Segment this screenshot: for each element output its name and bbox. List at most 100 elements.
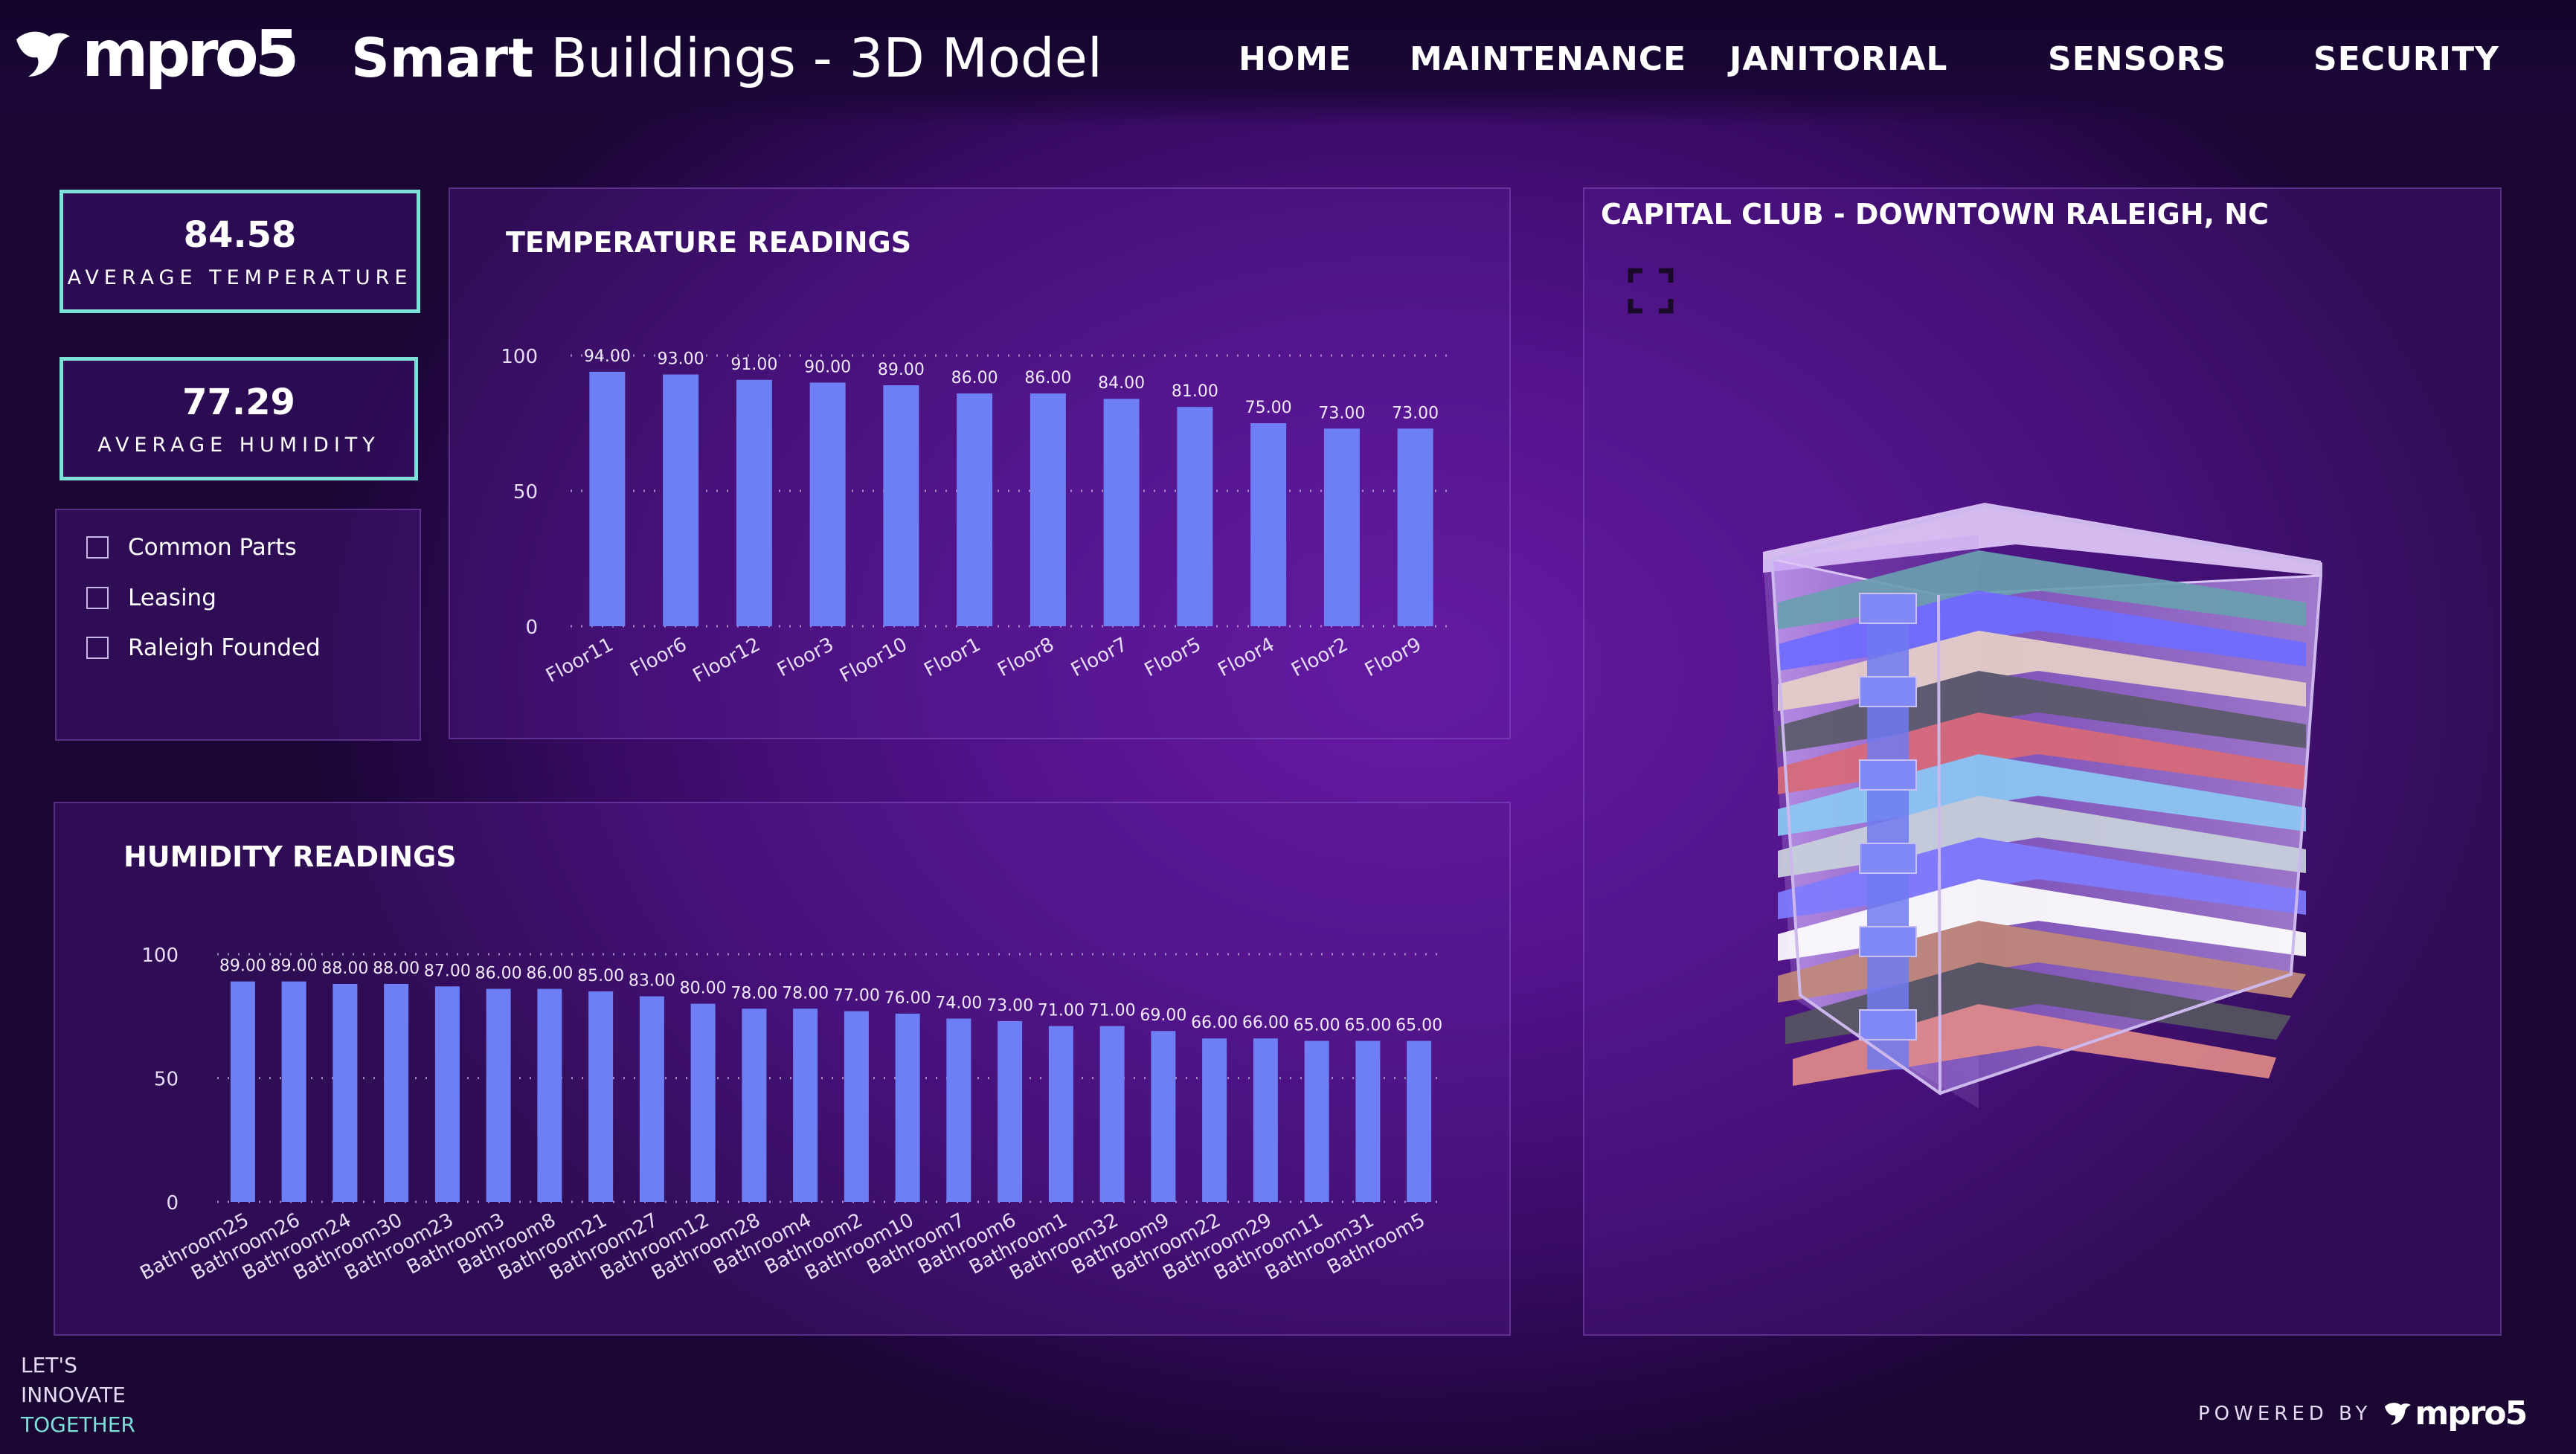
model-title: CAPITAL CLUB - DOWNTOWN RALEIGH, NC [1601,198,2269,231]
data-label: 65.00 [1395,1017,1442,1035]
bar[interactable] [639,996,664,1202]
x-tick-label: Floor4 [1215,634,1279,682]
bar[interactable] [1048,1026,1073,1202]
bar[interactable] [690,1003,716,1202]
y-tick-label: 50 [513,481,538,504]
x-tick-label: Floor7 [1067,634,1131,682]
slicer-item-raleigh-founded[interactable]: Raleigh Founded [86,634,321,661]
bar[interactable] [333,983,358,1202]
mpro5-logo: mpro5 [10,13,300,95]
data-label: 89.00 [219,957,266,976]
data-label: 90.00 [804,358,851,376]
data-label: 78.00 [730,984,777,1003]
data-label: 77.00 [833,987,880,1006]
bar[interactable] [793,1009,818,1202]
building-3d-model[interactable] [1756,498,2351,1123]
data-label: 74.00 [935,994,982,1013]
y-tick-label: 100 [141,945,179,967]
bar[interactable] [1304,1040,1329,1202]
bar[interactable] [1250,423,1287,626]
bar[interactable] [663,374,699,626]
bar[interactable] [230,981,255,1202]
bar[interactable] [1397,428,1433,626]
bar[interactable] [486,988,511,1202]
data-label: 91.00 [730,356,777,374]
x-tick-label: Floor3 [774,634,838,682]
humidity-readings-panel: HUMIDITY READINGS 0 50 100 89.00 Bathroom25 8… [54,802,1511,1336]
bar[interactable] [844,1011,869,1202]
bar[interactable] [1407,1040,1432,1202]
nav-maintenance[interactable]: MAINTENANCE [1410,40,1687,78]
data-label: 65.00 [1294,1017,1340,1035]
bar[interactable] [1151,1031,1176,1202]
bar[interactable] [1103,399,1140,626]
bar[interactable] [1099,1026,1125,1202]
bar[interactable] [895,1013,920,1202]
bar[interactable] [883,385,919,626]
bar[interactable] [588,991,614,1202]
slicer-item-leasing[interactable]: Leasing [86,585,216,611]
powered-by: POWERED BY mpro5 [2198,1395,2528,1432]
y-tick-label: 0 [166,1192,179,1215]
data-label: 87.00 [424,962,471,980]
bar[interactable] [1355,1040,1381,1202]
page-title-rest: Buildings - 3D Model [533,27,1102,89]
powered-by-label: POWERED BY [2198,1402,2372,1425]
data-label: 71.00 [1089,1002,1136,1020]
bar[interactable] [537,988,562,1202]
nav-security[interactable]: SECURITY [2313,40,2499,78]
bar[interactable] [742,1009,767,1202]
bar[interactable] [1030,393,1066,626]
y-tick-label: 50 [154,1069,179,1091]
bar[interactable] [1202,1038,1227,1202]
bar[interactable] [957,393,993,626]
checkbox[interactable] [86,536,109,559]
nav-home[interactable]: HOME [1239,40,1352,78]
data-label: 89.00 [878,361,925,379]
kpi-humidity-label: AVERAGE HUMIDITY [97,434,380,457]
bar[interactable] [589,371,626,626]
focus-mode-icon[interactable] [1628,268,1674,314]
data-label: 81.00 [1172,382,1218,401]
data-label: 65.00 [1344,1017,1391,1035]
bar[interactable] [384,983,409,1202]
data-label: 86.00 [951,369,998,387]
logo-text: mpro5 [82,17,300,91]
checkbox[interactable] [86,637,109,659]
bar[interactable] [281,981,306,1202]
bar[interactable] [998,1020,1023,1202]
data-label: 88.00 [321,959,368,978]
slicer-item-label: Common Parts [128,534,297,561]
mpro5-bird-icon [2385,1402,2412,1425]
slicer-item-common-parts[interactable]: Common Parts [86,534,297,561]
bar[interactable] [1253,1038,1278,1202]
bar[interactable] [946,1018,971,1202]
humidity-chart-title: HUMIDITY READINGS [123,840,457,873]
bar[interactable] [1323,428,1360,626]
checkbox[interactable] [86,587,109,609]
bar[interactable] [434,986,460,1202]
nav-janitorial[interactable]: JANITORIAL [1729,40,1948,78]
nav-sensors[interactable]: SENSORS [2048,40,2227,78]
kpi-temperature-value: 84.58 [183,214,297,256]
data-label: 86.00 [475,965,522,983]
data-label: 66.00 [1191,1014,1238,1032]
temperature-chart-title: TEMPERATURE READINGS [506,226,912,259]
tagline-line-2: INNOVATE [21,1383,126,1407]
tagline-line-1: LET'S [21,1353,77,1377]
data-label: 71.00 [1038,1002,1085,1020]
kpi-average-humidity: 77.29 AVERAGE HUMIDITY [60,357,418,480]
data-label: 86.00 [1024,369,1071,387]
data-label: 89.00 [271,957,318,976]
tagline: LET'S INNOVATE TOGETHER [21,1351,135,1440]
data-label: 78.00 [782,984,829,1003]
bar[interactable] [809,382,846,626]
bar[interactable] [736,379,772,626]
bar[interactable] [1177,407,1213,626]
data-label: 75.00 [1245,399,1292,417]
slicer-item-label: Raleigh Founded [128,634,321,661]
data-label: 76.00 [884,989,931,1008]
data-label: 73.00 [1392,404,1439,422]
y-tick-label: 0 [525,617,538,639]
